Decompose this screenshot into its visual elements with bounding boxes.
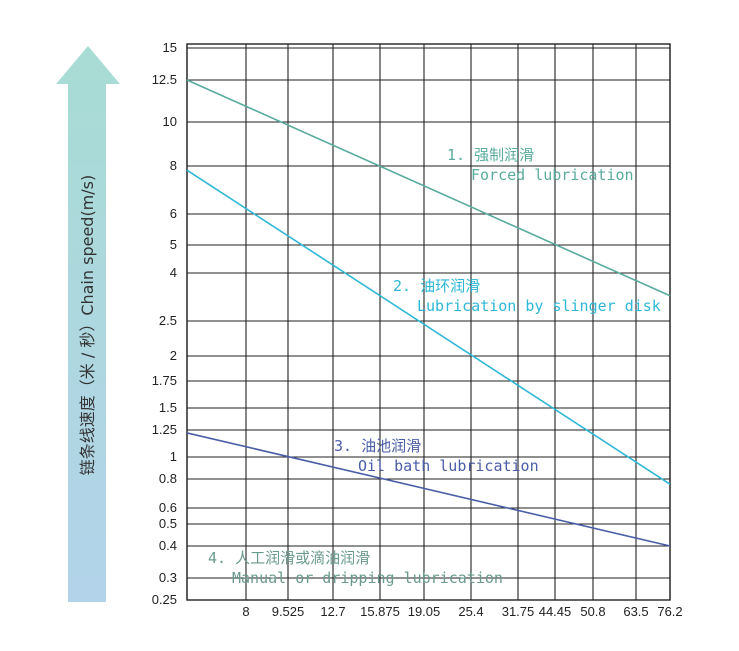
y-tick-label: 15: [163, 40, 177, 55]
y-tick-label: 0.25: [152, 592, 177, 607]
x-tick-label: 50.8: [580, 604, 605, 619]
y-tick-label: 5: [170, 237, 177, 252]
y-axis-arrow-shape: [56, 46, 120, 602]
series-1-label-cn: 1. 强制润滑: [447, 146, 534, 164]
y-tick-label: 0.6: [159, 500, 177, 515]
x-tick-label: 8: [242, 604, 249, 619]
y-tick-label: 1.75: [152, 373, 177, 388]
series-3-label-cn: 3. 油池润滑: [334, 437, 421, 455]
y-tick-label: 0.3: [159, 570, 177, 585]
y-axis-arrow: 链条线速度（米 / 秒）Chain speed(m/s): [56, 46, 120, 602]
y-tick-label: 0.4: [159, 538, 177, 553]
y-axis-ticks: 15 12.5 10 8 6 5 4 2.5 2 1.75 1.5 1.25 1 0.8 0.60.5 0.4…: [152, 40, 177, 607]
y-tick-label: 1: [170, 449, 177, 464]
y-tick-label: 10: [163, 114, 177, 129]
x-tick-label: 44.45: [539, 604, 572, 619]
series-2-label-cn: 2. 油环润滑: [393, 277, 480, 295]
y-tick-label: 6: [170, 206, 177, 221]
x-axis-ticks: 8 9.525 12.7 15.875 19.05 25.4 31.75 44.45 50.8 6…: [242, 604, 682, 619]
plot-area: [186, 43, 671, 601]
x-tick-label: 63.5: [623, 604, 648, 619]
x-tick-label: 25.4: [458, 604, 483, 619]
series-group: [186, 79, 671, 547]
series-line-1: [186, 79, 671, 297]
y-tick-label: 4: [170, 265, 177, 280]
grid: [186, 44, 671, 601]
x-tick-label: 12.7: [320, 604, 345, 619]
y-tick-label: 12.5: [152, 72, 177, 87]
series-2-label-en: Lubrication by slinger disk: [417, 297, 661, 315]
y-tick-label: 1.5: [159, 400, 177, 415]
y-tick-label: 8: [170, 158, 177, 173]
series-4-label-en: Manual or dripping lubrication: [232, 569, 503, 587]
annotation-series-4: 4. 人工润滑或滴油润滑 Manual or dripping lubricat…: [208, 549, 503, 587]
y-axis-label: 链条线速度（米 / 秒）Chain speed(m/s): [78, 175, 97, 476]
y-tick-label: 2: [170, 348, 177, 363]
x-tick-label: 76.2: [657, 604, 682, 619]
x-tick-label: 9.525: [272, 604, 305, 619]
y-tick-label: 2.5: [159, 313, 177, 328]
y-tick-label: 1.25: [152, 422, 177, 437]
annotation-series-1: 1. 强制润滑 Forced lubrication: [447, 146, 634, 184]
series-1-label-en: Forced lubrication: [471, 166, 634, 184]
series-line-3: [186, 432, 671, 547]
annotation-series-2: 2. 油环润滑 Lubrication by slinger disk: [393, 277, 661, 315]
x-tick-label: 31.75: [502, 604, 535, 619]
y-tick-label: 0.5: [159, 516, 177, 531]
series-3-label-en: Oil bath lubrication: [358, 457, 539, 475]
series-line-2: [186, 169, 671, 485]
annotation-series-3: 3. 油池润滑 Oil bath lubrication: [334, 437, 539, 475]
x-tick-label: 19.05: [408, 604, 441, 619]
y-tick-label: 0.8: [159, 471, 177, 486]
series-4-label-cn: 4. 人工润滑或滴油润滑: [208, 549, 370, 567]
x-tick-label: 15.875: [360, 604, 400, 619]
